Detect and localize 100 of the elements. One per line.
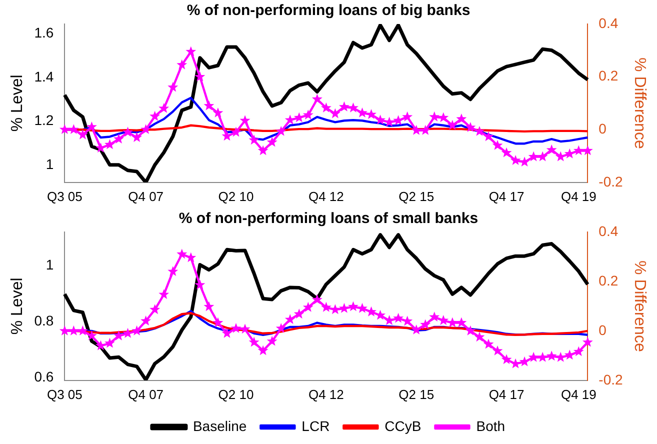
point [258, 345, 268, 356]
point [348, 102, 358, 112]
point [284, 314, 296, 324]
point [456, 317, 467, 328]
x-tick-label: Q4 07 [128, 188, 164, 204]
point [194, 71, 206, 82]
y2-tick-label: 0.2 [598, 272, 618, 288]
chart-title: % of non-performing loans of big banks [186, 2, 470, 20]
legend-label: CCyB [384, 418, 422, 434]
point [438, 315, 449, 325]
x-tick-label: Q4 17 [488, 188, 524, 204]
x-tick-label: Q2 10 [218, 188, 254, 204]
point [266, 336, 278, 346]
point [158, 102, 170, 113]
point [573, 346, 584, 356]
point [104, 338, 115, 348]
point [122, 126, 134, 137]
point [429, 111, 440, 122]
legend-label: LCR [302, 418, 330, 434]
y2-tick-label: 0.2 [598, 68, 618, 84]
point [114, 134, 124, 144]
x-tick-label: Q4 12 [308, 188, 344, 204]
point [86, 121, 97, 132]
point [420, 319, 431, 330]
point [68, 124, 79, 134]
point [528, 352, 539, 362]
point [366, 109, 376, 119]
legend-label: Both [476, 418, 506, 434]
point [411, 124, 422, 135]
point [276, 126, 286, 136]
point [312, 94, 322, 104]
point [140, 316, 152, 326]
y2-axis-title: % Difference [630, 260, 648, 352]
point [465, 325, 476, 336]
point [168, 82, 178, 92]
point [248, 336, 260, 347]
point [546, 144, 557, 154]
point [186, 252, 196, 262]
x-tick-label: Q3 05 [46, 386, 82, 402]
point [276, 322, 286, 333]
x-tick-label: Q2 15 [398, 188, 434, 204]
point [546, 350, 557, 361]
point [492, 140, 503, 150]
point [222, 130, 232, 141]
point [186, 46, 196, 56]
point [77, 129, 88, 140]
x-tick-label: Q4 17 [488, 386, 524, 402]
point [420, 124, 431, 135]
point [96, 142, 106, 153]
y-axis-title: % Level [9, 74, 26, 132]
point [474, 126, 485, 136]
point [393, 312, 404, 323]
point [150, 110, 160, 121]
point [501, 354, 512, 364]
point [483, 338, 494, 349]
y-tick-label: 1 [46, 256, 54, 272]
point [168, 266, 178, 276]
point [212, 107, 224, 118]
chart-title: % of non-performing loans of small banks [178, 210, 478, 228]
y-tick-label: 0.6 [34, 368, 54, 384]
point [132, 325, 142, 336]
x-tick-label: Q4 19 [560, 386, 596, 402]
point [456, 114, 467, 124]
y2-axis-title: % Difference [630, 58, 648, 149]
point [384, 116, 395, 127]
point [230, 126, 242, 137]
point [537, 151, 548, 162]
point [302, 110, 314, 120]
point [537, 352, 548, 362]
point [393, 115, 404, 126]
point [77, 325, 88, 336]
point [302, 302, 314, 312]
point [132, 132, 142, 142]
point [104, 139, 115, 150]
point [438, 112, 449, 122]
point [483, 131, 494, 142]
y2-tick-label: -0.2 [598, 173, 624, 190]
y-tick-label: 1.6 [34, 24, 54, 41]
y2-tick-label: 0 [598, 322, 607, 338]
point [86, 330, 97, 340]
point [258, 145, 268, 156]
point [510, 154, 521, 165]
x-tick-label: Q4 12 [308, 386, 344, 402]
point [429, 312, 440, 322]
point [375, 310, 386, 320]
point [59, 124, 70, 134]
y-tick-label: 1.2 [34, 112, 54, 128]
point [204, 100, 214, 110]
point [582, 336, 593, 347]
point [492, 345, 503, 356]
point [240, 115, 250, 126]
point [474, 332, 485, 342]
point [519, 356, 530, 366]
point [573, 145, 584, 156]
point [266, 136, 278, 147]
point [248, 134, 260, 145]
x-tick-label: Q4 07 [128, 386, 164, 402]
point [330, 304, 340, 314]
point [338, 101, 350, 112]
y-tick-label: 0.8 [34, 312, 54, 328]
